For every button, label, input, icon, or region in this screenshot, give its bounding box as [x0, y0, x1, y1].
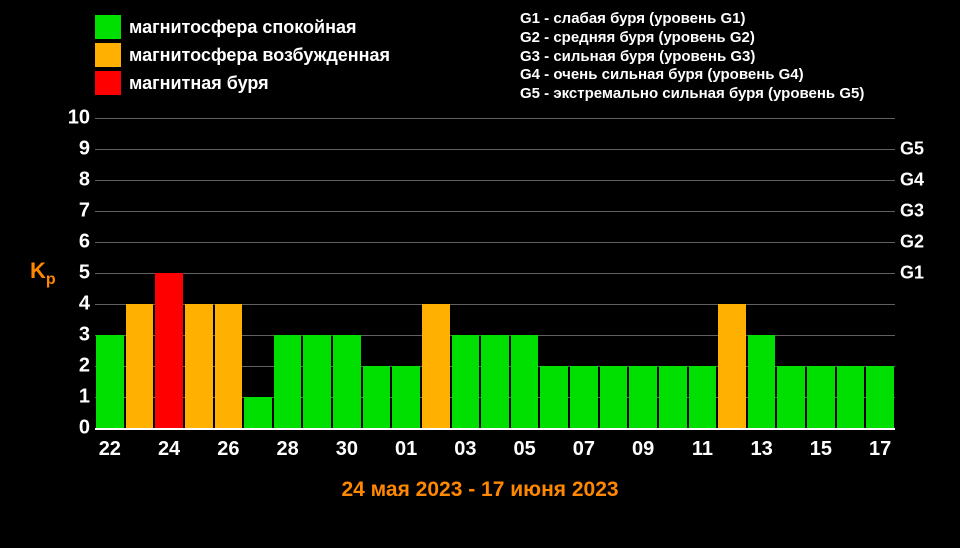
x-tick-label: 13: [751, 438, 773, 461]
g-level-label: G1: [900, 263, 924, 284]
bar: [452, 335, 480, 428]
x-tick-label: 26: [217, 438, 239, 461]
x-tick-label: 15: [810, 438, 832, 461]
y-tick-label: 3: [60, 324, 90, 347]
bar: [866, 366, 894, 428]
legend-right-line: G2 - средняя буря (уровень G2): [520, 29, 864, 48]
g-level-label: G4: [900, 170, 924, 191]
bar: [422, 304, 450, 428]
bars-container: [95, 118, 895, 428]
chart-canvas: магнитосфера спокойная магнитосфера возб…: [0, 0, 960, 548]
bar: [600, 366, 628, 428]
y-tick-label: 1: [60, 386, 90, 409]
bar: [748, 335, 776, 428]
legend-swatch: [95, 71, 121, 95]
legend-item: магнитная буря: [95, 71, 390, 95]
legend-left: магнитосфера спокойная магнитосфера возб…: [95, 15, 390, 99]
x-tick-label: 17: [869, 438, 891, 461]
y-tick-label: 7: [60, 200, 90, 223]
bar: [333, 335, 361, 428]
y-tick-label: 8: [60, 169, 90, 192]
legend-right-line: G5 - экстремально сильная буря (уровень …: [520, 85, 864, 104]
bar: [659, 366, 687, 428]
x-tick-label: 09: [632, 438, 654, 461]
x-tick-label: 03: [454, 438, 476, 461]
bar: [777, 366, 805, 428]
bar: [303, 335, 331, 428]
x-tick-label: 07: [573, 438, 595, 461]
y-tick-label: 10: [60, 107, 90, 130]
legend-label: магнитосфера спокойная: [129, 17, 357, 38]
bar: [126, 304, 154, 428]
bar: [570, 366, 598, 428]
bar: [244, 397, 272, 428]
y-tick-label: 0: [60, 417, 90, 440]
bar: [629, 366, 657, 428]
legend-right-line: G1 - слабая буря (уровень G1): [520, 10, 864, 29]
bar: [718, 304, 746, 428]
y-axis-title: Kp: [30, 258, 56, 284]
legend-swatch: [95, 15, 121, 39]
bar: [511, 335, 539, 428]
g-level-label: G3: [900, 201, 924, 222]
y-tick-label: 4: [60, 293, 90, 316]
legend-swatch: [95, 43, 121, 67]
bar: [185, 304, 213, 428]
legend-item: магнитосфера возбужденная: [95, 43, 390, 67]
y-tick-label: 2: [60, 355, 90, 378]
y-tick-label: 5: [60, 262, 90, 285]
bar: [807, 366, 835, 428]
bar: [481, 335, 509, 428]
grid-line: [95, 428, 895, 430]
legend-right: G1 - слабая буря (уровень G1) G2 - средн…: [520, 10, 864, 104]
legend-right-line: G3 - сильная буря (уровень G3): [520, 48, 864, 67]
y-tick-label: 6: [60, 231, 90, 254]
x-tick-label: 30: [336, 438, 358, 461]
x-axis-labels: 22 24 26 28 30 01 03 05 07 09 11 13 15 17: [95, 438, 895, 468]
x-tick-label: 01: [395, 438, 417, 461]
legend-label: магнитная буря: [129, 73, 269, 94]
x-tick-label: 22: [99, 438, 121, 461]
bar: [392, 366, 420, 428]
x-tick-label: 24: [158, 438, 180, 461]
bar: [215, 304, 243, 428]
bar: [155, 273, 183, 428]
legend-right-line: G4 - очень сильная буря (уровень G4): [520, 66, 864, 85]
y-axis-labels: 012345678910: [60, 118, 90, 428]
bar: [689, 366, 717, 428]
y-axis-g-labels: G1 G2 G3 G4 G5: [900, 118, 940, 428]
x-tick-label: 05: [514, 438, 536, 461]
g-level-label: G2: [900, 232, 924, 253]
x-tick-label: 28: [276, 438, 298, 461]
date-range-caption: 24 мая 2023 - 17 июня 2023: [0, 478, 960, 502]
y-tick-label: 9: [60, 138, 90, 161]
x-tick-label: 11: [692, 438, 713, 461]
bar: [363, 366, 391, 428]
bar: [540, 366, 568, 428]
bar: [837, 366, 865, 428]
legend-label: магнитосфера возбужденная: [129, 45, 390, 66]
bar: [274, 335, 302, 428]
bar: [96, 335, 124, 428]
g-level-label: G5: [900, 139, 924, 160]
legend-item: магнитосфера спокойная: [95, 15, 390, 39]
